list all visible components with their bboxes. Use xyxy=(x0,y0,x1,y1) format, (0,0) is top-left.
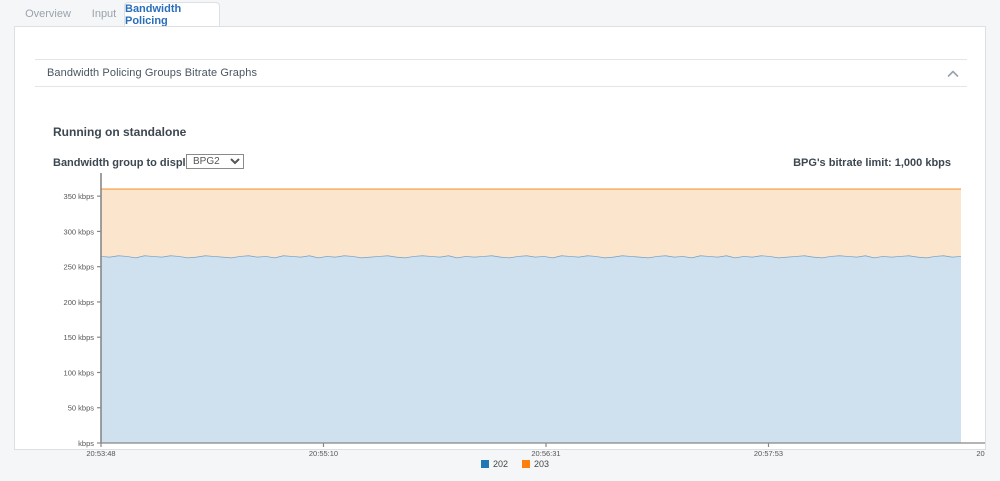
svg-text:20:57:53: 20:57:53 xyxy=(754,449,783,458)
legend-item-203[interactable]: 203 xyxy=(522,459,549,469)
svg-text:150 kbps: 150 kbps xyxy=(64,333,95,342)
tab-input[interactable]: Input xyxy=(82,2,126,26)
legend-swatch-202 xyxy=(480,460,489,468)
chevron-up-icon[interactable] xyxy=(947,69,959,79)
svg-text:350 kbps: 350 kbps xyxy=(64,192,95,201)
content-card: Bandwidth Policing Groups Bitrate Graphs… xyxy=(14,26,986,469)
tab-strip: Overview Input Bandwidth Policing xyxy=(0,0,1000,28)
tab-overview[interactable]: Overview xyxy=(14,2,82,26)
svg-text:100 kbps: 100 kbps xyxy=(64,368,95,377)
bitrate-chart: kbps 50 kbps 100 kbps 150 kbps 200 kbps 250 k… xyxy=(45,171,985,481)
bitrate-chart-svg: kbps 50 kbps 100 kbps 150 kbps 200 kbps 250 k… xyxy=(64,173,985,458)
svg-text:20:59:15: 20:59:15 xyxy=(976,449,985,458)
running-status: Running on standalone xyxy=(53,125,187,139)
panel-title: Bandwidth Policing Groups Bitrate Graphs xyxy=(47,67,258,79)
tab-bandwidth-policing-label: Bandwidth Policing xyxy=(125,2,182,27)
tab-overview-label: Overview xyxy=(25,8,71,20)
svg-text:20:55:10: 20:55:10 xyxy=(309,449,338,458)
svg-text:50 kbps: 50 kbps xyxy=(68,404,95,413)
tab-bandwidth-policing[interactable]: Bandwidth Policing xyxy=(124,2,220,27)
svg-text:200 kbps: 200 kbps xyxy=(64,298,95,307)
legend-swatch-203 xyxy=(522,460,530,468)
legend-label-202: 202 xyxy=(492,459,508,469)
svg-text:250 kbps: 250 kbps xyxy=(64,263,95,272)
chart-legend: 202 203 xyxy=(45,459,985,469)
bitrate-limit-text: BPG's bitrate limit: 1,000 kbps xyxy=(793,157,951,169)
legend-label-203: 203 xyxy=(534,459,550,469)
tab-input-label: Input xyxy=(91,8,117,20)
svg-text:20:53:48: 20:53:48 xyxy=(86,449,115,458)
legend-item-202[interactable]: 202 xyxy=(480,459,508,469)
svg-text:300 kbps: 300 kbps xyxy=(64,227,95,236)
panel-header[interactable]: Bandwidth Policing Groups Bitrate Graphs xyxy=(35,59,967,87)
svg-text:20:56:31: 20:56:31 xyxy=(531,449,560,458)
bandwidth-group-label: Bandwidth group to display: xyxy=(53,157,202,169)
svg-text:kbps: kbps xyxy=(78,439,94,448)
bandwidth-group-select[interactable]: BPG2 xyxy=(186,154,244,169)
